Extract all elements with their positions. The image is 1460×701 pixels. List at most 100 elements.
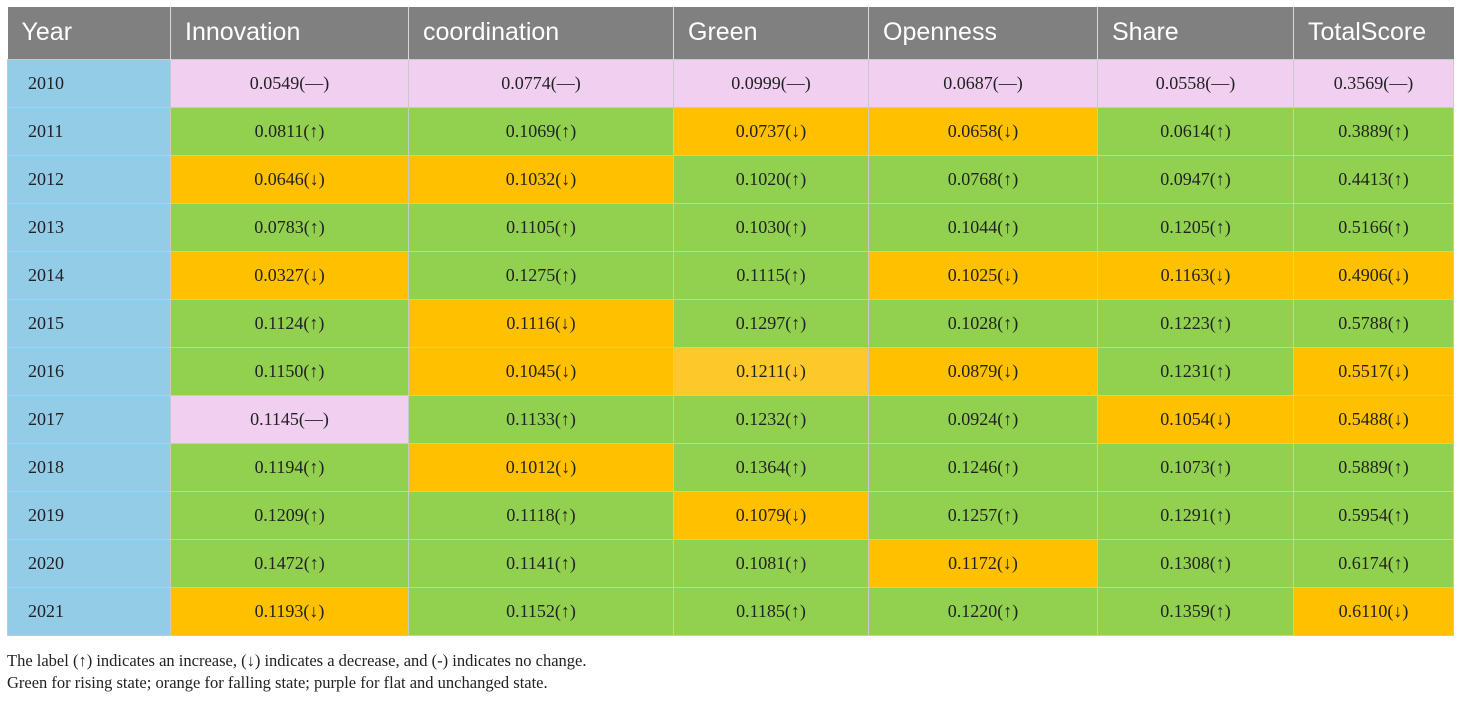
table-row: 2012 0.0646(↓) 0.1032(↓) 0.1020(↑) 0.0768(↑)…	[7, 154, 1454, 204]
value-cell: 0.1364(↑)	[673, 442, 869, 492]
value-cell: 0.1079(↓)	[673, 490, 869, 540]
value-cell: 0.1172(↓)	[868, 538, 1098, 588]
header-innovation: Innovation	[170, 7, 409, 59]
table-row: 2018 0.1194(↑) 0.1012(↓) 0.1364(↑) 0.1246(↑)…	[7, 442, 1454, 492]
value-cell: 0.1150(↑)	[170, 346, 409, 396]
value-cell: 0.1297(↑)	[673, 298, 869, 348]
value-cell: 0.4413(↑)	[1293, 154, 1454, 204]
year-cell: 2014	[7, 250, 171, 300]
value-cell: 0.0658(↓)	[868, 106, 1098, 156]
value-cell: 0.0947(↑)	[1097, 154, 1294, 204]
value-cell: 0.1308(↑)	[1097, 538, 1294, 588]
value-cell: 0.1118(↑)	[408, 490, 674, 540]
table-row: 2019 0.1209(↑) 0.1118(↑) 0.1079(↓) 0.1257(↑)…	[7, 490, 1454, 540]
value-cell: 0.0558(—)	[1097, 58, 1294, 108]
value-cell: 0.1012(↓)	[408, 442, 674, 492]
table-row: 2021 0.1193(↓) 0.1152(↑) 0.1185(↑) 0.1220(↑)…	[7, 586, 1454, 636]
table-container: Year Innovation coordination Green Openn…	[7, 7, 1454, 636]
value-cell: 0.1231(↑)	[1097, 346, 1294, 396]
table-row: 2010 0.0549(—) 0.0774(—) 0.0999(—) 0.0687(—)…	[7, 58, 1454, 108]
value-cell: 0.1472(↑)	[170, 538, 409, 588]
value-cell: 0.6110(↓)	[1293, 586, 1454, 636]
value-cell: 0.5954(↑)	[1293, 490, 1454, 540]
year-cell: 2010	[7, 58, 171, 108]
value-cell: 0.0687(—)	[868, 58, 1098, 108]
value-cell: 0.1145(—)	[170, 394, 409, 444]
value-cell: 0.5788(↑)	[1293, 298, 1454, 348]
year-cell: 2020	[7, 538, 171, 588]
value-cell: 0.1124(↑)	[170, 298, 409, 348]
value-cell: 0.0646(↓)	[170, 154, 409, 204]
value-cell: 0.1141(↑)	[408, 538, 674, 588]
value-cell: 0.5517(↓)	[1293, 346, 1454, 396]
value-cell: 0.5166(↑)	[1293, 202, 1454, 252]
value-cell: 0.0924(↑)	[868, 394, 1098, 444]
value-cell: 0.3889(↑)	[1293, 106, 1454, 156]
value-cell: 0.1359(↑)	[1097, 586, 1294, 636]
year-cell: 2017	[7, 394, 171, 444]
value-cell: 0.1030(↑)	[673, 202, 869, 252]
value-cell: 0.1223(↑)	[1097, 298, 1294, 348]
note-legend-colors: Green for rising state; orange for falli…	[7, 673, 548, 692]
value-cell: 0.1163(↓)	[1097, 250, 1294, 300]
value-cell: 0.0768(↑)	[868, 154, 1098, 204]
value-cell: 0.0774(—)	[408, 58, 674, 108]
value-cell: 0.0879(↓)	[868, 346, 1098, 396]
value-cell: 0.1246(↑)	[868, 442, 1098, 492]
value-cell: 0.0737(↓)	[673, 106, 869, 156]
table-row: 2017 0.1145(—) 0.1133(↑) 0.1232(↑) 0.0924(↑)…	[7, 394, 1454, 444]
value-cell: 0.0549(—)	[170, 58, 409, 108]
value-cell: 0.1220(↑)	[868, 586, 1098, 636]
header-green: Green	[673, 7, 869, 59]
value-cell: 0.1152(↑)	[408, 586, 674, 636]
value-cell: 0.1054(↓)	[1097, 394, 1294, 444]
year-cell: 2018	[7, 442, 171, 492]
year-cell: 2011	[7, 106, 171, 156]
year-cell: 2016	[7, 346, 171, 396]
value-cell: 0.1211(↓)	[673, 346, 869, 396]
table-row: 2016 0.1150(↑) 0.1045(↓) 0.1211(↓) 0.0879(↓)…	[7, 346, 1454, 396]
year-cell: 2015	[7, 298, 171, 348]
note-legend-symbols: The label (↑) indicates an increase, (↓)…	[7, 651, 587, 670]
table-row: 2015 0.1124(↑) 0.1116(↓) 0.1297(↑) 0.1028(↑)…	[7, 298, 1454, 348]
value-cell: 0.1044(↑)	[868, 202, 1098, 252]
table-body: 2010 0.0549(—) 0.0774(—) 0.0999(—) 0.0687(—)…	[7, 58, 1454, 636]
value-cell: 0.1032(↓)	[408, 154, 674, 204]
year-cell: 2019	[7, 490, 171, 540]
value-cell: 0.4906(↓)	[1293, 250, 1454, 300]
value-cell: 0.1193(↓)	[170, 586, 409, 636]
year-cell: 2012	[7, 154, 171, 204]
value-cell: 0.1028(↑)	[868, 298, 1098, 348]
year-cell: 2013	[7, 202, 171, 252]
value-cell: 0.1105(↑)	[408, 202, 674, 252]
value-cell: 0.1291(↑)	[1097, 490, 1294, 540]
value-cell: 0.0999(—)	[673, 58, 869, 108]
value-cell: 0.5488(↓)	[1293, 394, 1454, 444]
value-cell: 0.1073(↑)	[1097, 442, 1294, 492]
header-totalscore: TotalScore	[1293, 7, 1454, 59]
value-cell: 0.1275(↑)	[408, 250, 674, 300]
header-row: Year Innovation coordination Green Openn…	[7, 7, 1454, 59]
table-row: 2013 0.0783(↑) 0.1105(↑) 0.1030(↑) 0.1044(↑)…	[7, 202, 1454, 252]
value-cell: 0.1020(↑)	[673, 154, 869, 204]
value-cell: 0.1025(↓)	[868, 250, 1098, 300]
value-cell: 0.1205(↑)	[1097, 202, 1294, 252]
header-share: Share	[1097, 7, 1294, 59]
value-cell: 0.0811(↑)	[170, 106, 409, 156]
table-row: 2020 0.1472(↑) 0.1141(↑) 0.1081(↑) 0.1172(↓)…	[7, 538, 1454, 588]
value-cell: 0.1081(↑)	[673, 538, 869, 588]
value-cell: 0.1194(↑)	[170, 442, 409, 492]
value-cell: 0.0327(↓)	[170, 250, 409, 300]
header-coordination: coordination	[408, 7, 674, 59]
value-cell: 0.1232(↑)	[673, 394, 869, 444]
value-cell: 0.1209(↑)	[170, 490, 409, 540]
value-cell: 0.1115(↑)	[673, 250, 869, 300]
value-cell: 0.6174(↑)	[1293, 538, 1454, 588]
value-cell: 0.5889(↑)	[1293, 442, 1454, 492]
value-cell: 0.1116(↓)	[408, 298, 674, 348]
table-row: 2011 0.0811(↑) 0.1069(↑) 0.0737(↓) 0.0658(↓)…	[7, 106, 1454, 156]
table-row: 2014 0.0327(↓) 0.1275(↑) 0.1115(↑) 0.1025(↓)…	[7, 250, 1454, 300]
data-table: Year Innovation coordination Green Openn…	[7, 7, 1454, 636]
value-cell: 0.1069(↑)	[408, 106, 674, 156]
value-cell: 0.0614(↑)	[1097, 106, 1294, 156]
